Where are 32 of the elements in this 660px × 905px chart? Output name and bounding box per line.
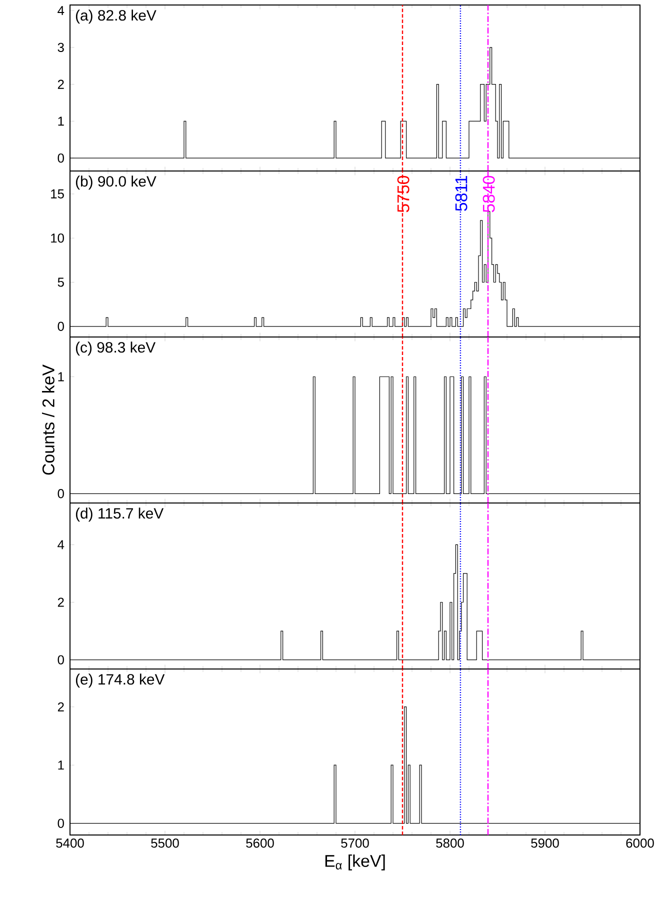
y-tick-label: 15 xyxy=(51,189,64,198)
x-axis-title: E$_{α}$ [keV] xyxy=(325,854,385,870)
y-tick-label: 2 xyxy=(58,80,64,89)
y-tick-label: 2 xyxy=(58,702,64,712)
ref-line-label: 5811 xyxy=(455,176,468,211)
x-tick-label: 5500 xyxy=(151,838,179,848)
y-tick-label: 10 xyxy=(51,234,64,243)
x-tick-label: 5700 xyxy=(341,838,369,848)
x-tick-label: 5600 xyxy=(246,838,274,848)
x-tick-label: 5400 xyxy=(56,838,84,848)
y-tick-label: 0 xyxy=(58,655,64,664)
y-tick-label: 4 xyxy=(58,6,64,15)
y-tick-label: 2 xyxy=(58,598,64,607)
x-tick-label: 5900 xyxy=(531,838,559,848)
chart-title: (d) 115.7 keV xyxy=(76,508,164,522)
y-tick-label: 0 xyxy=(58,818,64,828)
y-tick-label: 1 xyxy=(58,116,64,126)
y-tick-label: 5 xyxy=(58,278,64,287)
x-tick-label: 6000 xyxy=(626,838,654,848)
y-tick-label: 0 xyxy=(58,322,64,331)
chart-title: (a) 82.8 keV xyxy=(76,10,156,24)
y-tick-label: 1 xyxy=(58,760,64,770)
y-tick-label: 4 xyxy=(58,540,64,550)
chart-title: (c) 98.3 keV xyxy=(76,342,156,356)
chart-title: (b) 90.0 keV xyxy=(76,176,156,190)
y-tick-label: 0 xyxy=(58,489,64,498)
y-axis-title: Counts / 2 keV xyxy=(42,364,54,475)
chart-title: (e) 174.8 keV xyxy=(76,674,165,688)
y-tick-label: 3 xyxy=(58,42,64,52)
y-tick-label: 0 xyxy=(58,153,64,163)
y-tick-label: 1 xyxy=(58,372,64,382)
x-tick-label: 5800 xyxy=(436,838,464,848)
